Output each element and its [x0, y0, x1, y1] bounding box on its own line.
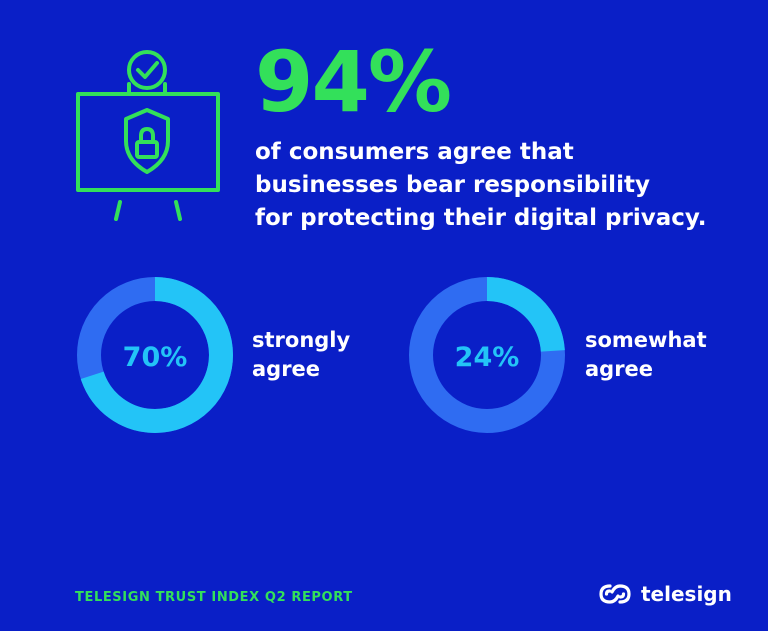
check-circle-icon	[127, 50, 167, 90]
telesign-logo-icon	[599, 584, 631, 604]
donut-center-label: 24%	[455, 342, 520, 373]
donut-label-somewhat-agree: somewhat agree	[585, 326, 707, 384]
description-line: of consumers agree that	[255, 139, 574, 165]
donut-chart-somewhat-agree: 24%	[409, 277, 565, 433]
donut-slice	[77, 277, 233, 433]
report-title: TELESIGN TRUST INDEX Q2 REPORT	[75, 590, 353, 605]
label-line: somewhat	[585, 328, 707, 352]
headline-description: of consumers agree that businesses bear …	[255, 136, 735, 235]
lock-shackle	[139, 127, 155, 144]
label-line: agree	[252, 357, 321, 381]
description-line: businesses bear responsibility	[255, 172, 650, 198]
brand-name: telesign	[641, 582, 732, 606]
telesign-logo: telesign	[596, 581, 732, 607]
board-frame	[76, 92, 220, 192]
donut-slice	[409, 277, 565, 433]
donut-center-label: 70%	[123, 342, 188, 373]
label-line: agree	[585, 357, 654, 381]
board-leg-left	[114, 200, 122, 221]
label-line: strongly	[252, 328, 351, 352]
headline-stat: 94%	[255, 33, 452, 131]
board-leg-right	[174, 200, 182, 221]
lock-body-icon	[135, 140, 159, 159]
donut-chart-strongly-agree: 70%	[77, 277, 233, 433]
description-line: for protecting their digital privacy.	[255, 205, 707, 231]
checkmark-icon	[136, 61, 159, 79]
donut-label-strongly-agree: strongly agree	[252, 326, 350, 384]
privacy-shield-board-icon	[76, 50, 220, 221]
shield-icon	[124, 108, 170, 174]
